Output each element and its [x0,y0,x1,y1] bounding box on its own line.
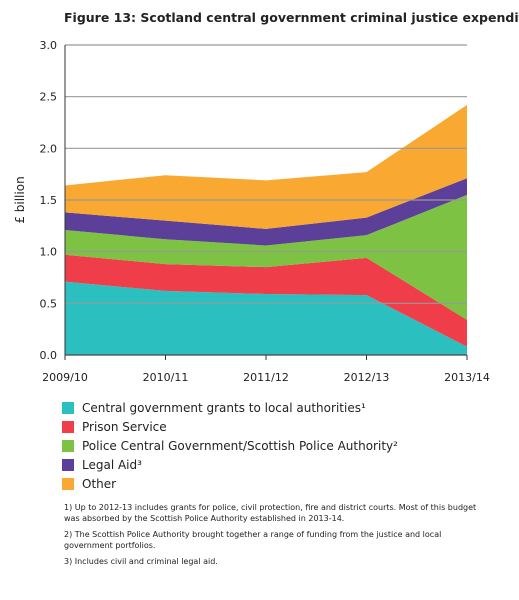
y-tick-label: 1.0 [40,246,58,259]
legend-swatch [62,478,74,490]
legend-label: Central government grants to local autho… [82,401,366,415]
legend-label: Prison Service [82,420,167,434]
legend-label: Other [82,477,116,491]
area [65,194,467,320]
x-tick-label: 2009/10 [42,371,88,384]
y-tick-label: 2.0 [40,142,58,155]
legend-swatch [62,440,74,452]
x-tick-label: 2012/13 [344,371,390,384]
y-axis-label: £ billion [13,176,27,223]
footnote: 1) Up to 2012-13 includes grants for pol… [64,503,477,523]
x-tick-label: 2013/14 [444,371,490,384]
footnote: 3) Includes civil and criminal legal aid… [64,557,218,566]
legend-label: Legal Aid³ [82,458,142,472]
legend-swatch [62,459,74,471]
y-tick-label: 0.0 [40,349,58,362]
area [65,178,467,246]
y-tick-label: 2.5 [40,91,58,104]
area [65,104,467,229]
y-tick-label: 3.0 [40,39,58,52]
legend-label: Police Central Government/Scottish Polic… [82,439,398,453]
y-tick-label: 1.5 [40,194,58,207]
area [65,254,467,347]
chart-title: Figure 13: Scotland central government c… [64,10,519,25]
x-tick-label: 2010/11 [143,371,189,384]
legend-swatch [62,402,74,414]
footnote: 2) The Scottish Police Authority brought… [64,530,442,550]
area [65,281,467,355]
legend-swatch [62,421,74,433]
footnotes: 1) Up to 2012-13 includes grants for pol… [64,502,484,572]
x-tick-label: 2011/12 [243,371,289,384]
y-tick-label: 0.5 [40,297,58,310]
